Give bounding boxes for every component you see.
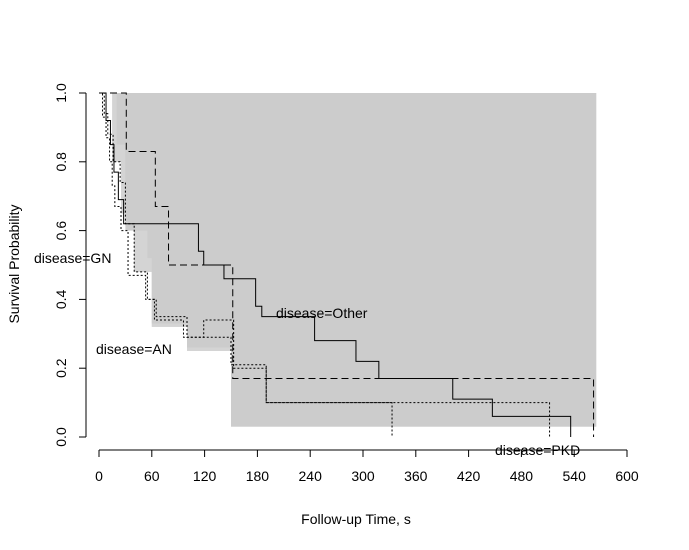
x-axis-label: Follow-up Time, s [301,511,411,527]
x-axis-ticks: 0 60 120 180 240 300 360 420 480 540 600 [95,450,639,484]
survival-curves [99,92,595,437]
y-axis-ticks: 0.0 0.2 0.4 0.6 0.8 1.0 [53,83,86,447]
x-tick-label: 300 [351,468,375,484]
x-tick-label: 180 [246,468,270,484]
survival-curve-disease-pkd [99,92,595,437]
x-tick-label: 600 [615,468,639,484]
x-tick-label: 60 [144,468,160,484]
curve-labels: disease=Other disease=GN disease=AN dise… [34,250,580,458]
confidence-bands [99,93,597,431]
x-tick-label: 120 [193,468,217,484]
survival-curve-disease-other [99,92,572,437]
y-axis-label: Survival Probability [6,204,22,323]
x-tick-label: 540 [563,468,587,484]
axes: 0 60 120 180 240 300 360 420 480 540 600 0.0 0.2 0.4… [53,83,639,484]
x-tick-label: 240 [299,468,323,484]
y-tick-label: 0.8 [53,152,69,172]
curve-label-gn: disease=GN [34,250,111,266]
x-tick-label: 360 [404,468,428,484]
confidence-band-disease-other [99,93,597,427]
y-tick-label: 1.0 [53,83,69,103]
y-tick-label: 0.0 [53,427,69,447]
y-tick-label: 0.4 [53,289,69,309]
x-tick-label: 0 [95,468,103,484]
curve-label-an: disease=AN [96,341,172,357]
x-tick-label: 480 [510,468,534,484]
survival-curve-disease-gn [99,92,393,437]
x-tick-label: 420 [457,468,481,484]
curve-label-pkd: disease=PKD [495,442,580,458]
y-tick-label: 0.2 [53,358,69,378]
curve-label-other: disease=Other [276,305,368,321]
y-tick-label: 0.6 [53,221,69,241]
